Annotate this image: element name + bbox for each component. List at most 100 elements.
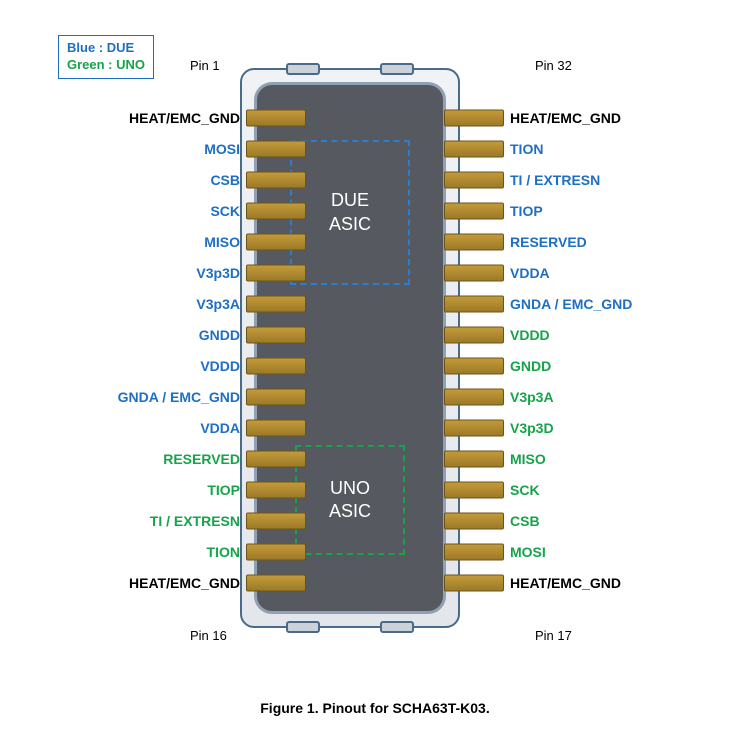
pin-row: CSB xyxy=(510,505,632,536)
pin-row: VDDD xyxy=(510,319,632,350)
pin-label: TIOP xyxy=(207,482,240,498)
pin-contact-icon xyxy=(444,171,504,188)
pin-contact-icon xyxy=(444,574,504,591)
pin-contact-icon xyxy=(246,357,306,374)
pin-contact-icon xyxy=(444,264,504,281)
pin-row: MOSI xyxy=(510,536,632,567)
pin-label: CSB xyxy=(210,172,240,188)
pin-row: TI / EXTRESN xyxy=(510,164,632,195)
pin-row: TIOP xyxy=(118,474,240,505)
pin-label: MISO xyxy=(510,451,546,467)
pin-contact-icon xyxy=(444,388,504,405)
pin-row: GNDA / EMC_GND xyxy=(510,288,632,319)
pins-left-column: HEAT/EMC_GND MOSI CSB SCK MISO V3p3D V3p3A GNDD… xyxy=(118,102,240,598)
pin-row: MOSI xyxy=(118,133,240,164)
pin-contact-icon xyxy=(246,419,306,436)
pin-row: MISO xyxy=(118,226,240,257)
pin-label: HEAT/EMC_GND xyxy=(129,575,240,591)
pin-row: GNDA / EMC_GND xyxy=(118,381,240,412)
pin-row: HEAT/EMC_GND xyxy=(118,567,240,598)
pin-contact-icon xyxy=(246,233,306,250)
pin-contact-icon xyxy=(246,326,306,343)
pin-contact-icon xyxy=(246,481,306,498)
corner-pin32: Pin 32 xyxy=(535,58,572,73)
uno-asic-box: UNO ASIC xyxy=(295,445,405,555)
pin-label: MISO xyxy=(204,234,240,250)
pin-label: GNDD xyxy=(510,358,551,374)
pin-contact-icon xyxy=(246,388,306,405)
pin-label: RESERVED xyxy=(163,451,240,467)
pin-row: GNDD xyxy=(118,319,240,350)
pin-label: TION xyxy=(207,544,240,560)
pin-label: SCK xyxy=(210,203,240,219)
pin-contact-icon xyxy=(246,171,306,188)
pin-row: VDDA xyxy=(118,412,240,443)
pin-row: TION xyxy=(510,133,632,164)
pin-label: GNDD xyxy=(199,327,240,343)
pin-row: VDDD xyxy=(118,350,240,381)
pin-label: HEAT/EMC_GND xyxy=(510,575,621,591)
pin-contact-icon xyxy=(444,326,504,343)
pin-row: V3p3D xyxy=(118,257,240,288)
pin-row: HEAT/EMC_GND xyxy=(510,102,632,133)
corner-pin17: Pin 17 xyxy=(535,628,572,643)
pin-contact-icon xyxy=(444,419,504,436)
pin-label: TI / EXTRESN xyxy=(510,172,600,188)
pin-label: GNDA / EMC_GND xyxy=(510,296,632,312)
pin-label: V3p3A xyxy=(510,389,554,405)
pin-label: MOSI xyxy=(510,544,546,560)
pin-row: V3p3A xyxy=(118,288,240,319)
chip-tab-icon xyxy=(380,621,414,633)
pin-row: TIOP xyxy=(510,195,632,226)
pin-label: TION xyxy=(510,141,543,157)
pin-contact-icon xyxy=(444,543,504,560)
pin-label: HEAT/EMC_GND xyxy=(510,110,621,126)
pin-contact-icon xyxy=(444,357,504,374)
pin-label: HEAT/EMC_GND xyxy=(129,110,240,126)
pin-contact-icon xyxy=(444,202,504,219)
pin-row: V3p3A xyxy=(510,381,632,412)
pin-contact-icon xyxy=(444,233,504,250)
pin-label: TIOP xyxy=(510,203,543,219)
pin-label: VDDD xyxy=(200,358,240,374)
pin-row: TI / EXTRESN xyxy=(118,505,240,536)
pin-row: HEAT/EMC_GND xyxy=(118,102,240,133)
pin-row: MISO xyxy=(510,443,632,474)
due-asic-label: DUE ASIC xyxy=(329,189,371,236)
pin-label: MOSI xyxy=(204,141,240,157)
pin-row: GNDD xyxy=(510,350,632,381)
pin-row: VDDA xyxy=(510,257,632,288)
pin-row: RESERVED xyxy=(118,443,240,474)
chip-tab-icon xyxy=(380,63,414,75)
pin-contact-icon xyxy=(444,512,504,529)
uno-asic-label: UNO ASIC xyxy=(329,477,371,524)
pins-right-column: HEAT/EMC_GND TION TI / EXTRESN TIOP RESERVED… xyxy=(510,102,632,598)
chip-die-area: DUE ASIC UNO ASIC xyxy=(254,82,446,614)
pin-label: TI / EXTRESN xyxy=(150,513,240,529)
pin-contact-icon xyxy=(246,109,306,126)
figure-caption: Figure 1. Pinout for SCHA63T-K03. xyxy=(0,700,750,716)
pin-label: V3p3D xyxy=(510,420,554,436)
pin-contact-icon xyxy=(246,202,306,219)
corner-pin1: Pin 1 xyxy=(190,58,220,73)
pin-row: HEAT/EMC_GND xyxy=(510,567,632,598)
pin-label: VDDA xyxy=(200,420,240,436)
pin-contact-icon xyxy=(246,574,306,591)
pin-contact-icon xyxy=(246,512,306,529)
pin-contact-icon xyxy=(444,140,504,157)
pin-label: V3p3A xyxy=(196,296,240,312)
corner-pin16: Pin 16 xyxy=(190,628,227,643)
pin-contact-icon xyxy=(444,481,504,498)
chip-tab-icon xyxy=(286,63,320,75)
pin-contact-icon xyxy=(246,264,306,281)
pin-contact-icon xyxy=(246,295,306,312)
pin-contact-icon xyxy=(246,543,306,560)
pin-label: RESERVED xyxy=(510,234,587,250)
pin-row: CSB xyxy=(118,164,240,195)
pin-contact-icon xyxy=(444,295,504,312)
pin-contact-icon xyxy=(444,109,504,126)
pin-contact-icon xyxy=(246,140,306,157)
pin-row: RESERVED xyxy=(510,226,632,257)
pin-label: CSB xyxy=(510,513,540,529)
pin-label: VDDD xyxy=(510,327,550,343)
